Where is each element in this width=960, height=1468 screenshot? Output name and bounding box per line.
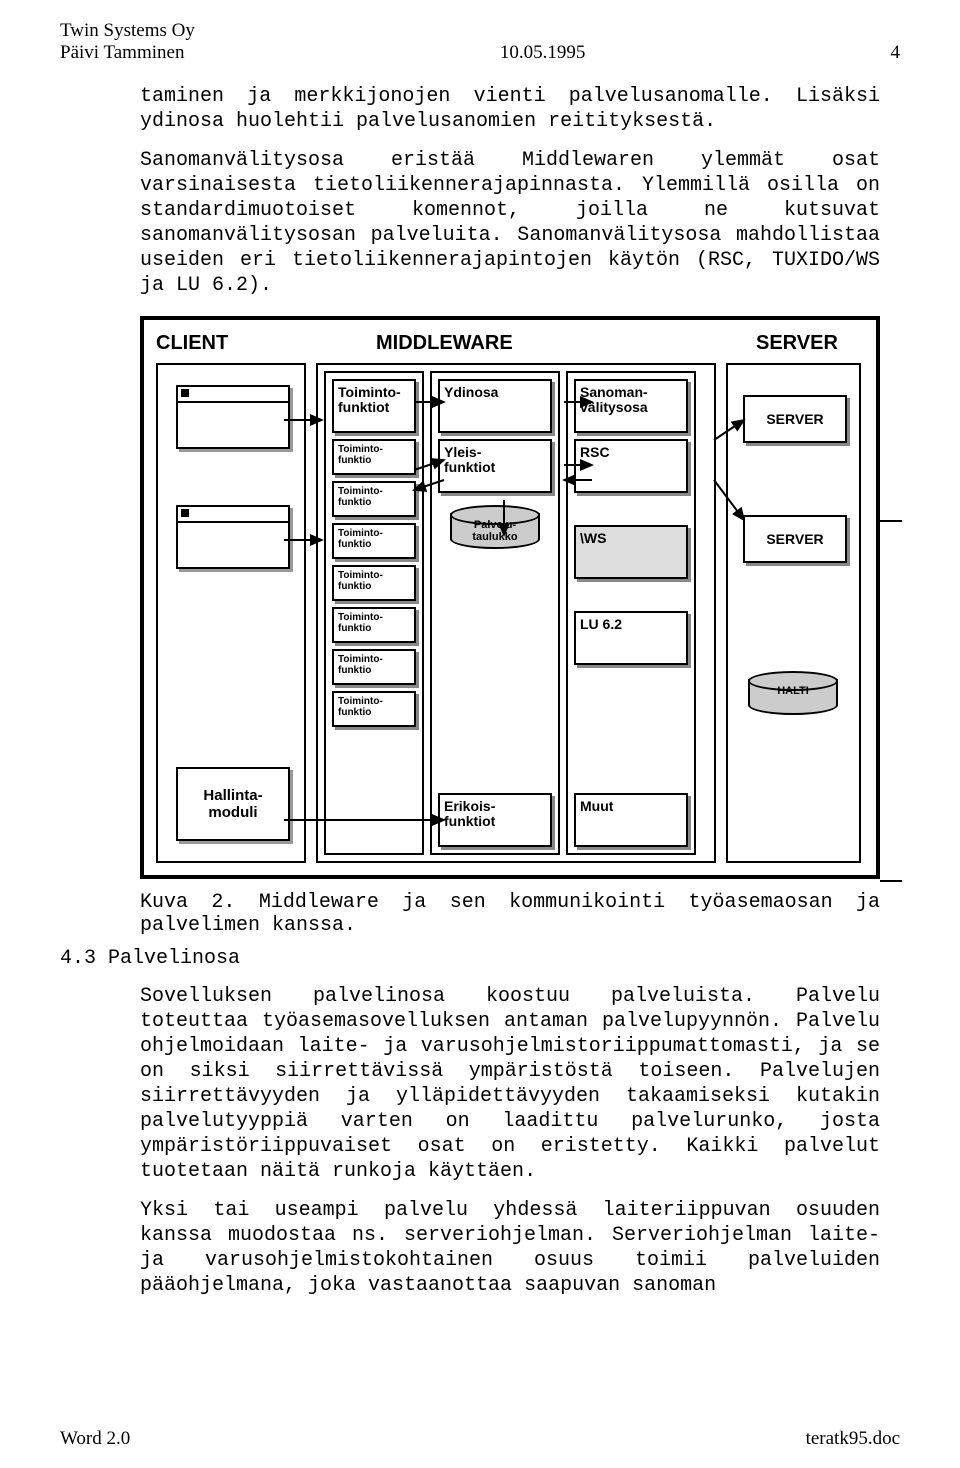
- middleware-sub-b: Ydinosa Yleis- funktiot Palvelu- taulukk…: [430, 371, 560, 855]
- client-column: Hallinta- moduli: [156, 363, 306, 863]
- page-number: 4: [890, 42, 900, 64]
- palvelutaulukko-label: Palvelu- taulukko: [450, 519, 540, 543]
- diagram-body: Hallinta- moduli Toiminto- funktiot Toim…: [156, 363, 864, 863]
- toiminto-funktio-2: Toiminto- funktio: [332, 481, 416, 517]
- lu62-box: LU 6.2: [574, 611, 688, 665]
- ydinosa-box: Ydinosa: [438, 379, 552, 433]
- toiminto-funktiot-box: Toiminto- funktiot: [332, 379, 416, 433]
- toiminto-funktio-7: Toiminto- funktio: [332, 691, 416, 727]
- paragraph-1: taminen ja merkkijonojen vienti palvelus…: [140, 84, 880, 134]
- footer-right: teratk95.doc: [806, 1428, 900, 1450]
- page: Twin Systems Oy Päivi Tamminen 10.05.199…: [0, 0, 960, 1468]
- client-window-1: [176, 385, 290, 449]
- sanomanvalitysosa-box: Sanoman- välitysosa: [574, 379, 688, 433]
- section-heading: 4.3 Palvelinosa: [60, 947, 900, 970]
- body-text-block-1: taminen ja merkkijonojen vienti palvelus…: [140, 84, 880, 298]
- architecture-diagram: CLIENT MIDDLEWARE SERVER Hallinta- modul…: [140, 316, 880, 879]
- page-header: Twin Systems Oy Päivi Tamminen 10.05.199…: [60, 20, 900, 64]
- server-box-2: SERVER: [743, 515, 847, 563]
- middleware-sub-c: Sanoman- välitysosa RSC \WS LU 6.2 Muut: [566, 371, 696, 855]
- author-name: Päivi Tamminen: [60, 42, 195, 64]
- middleware-column: Toiminto- funktiot Toiminto- funktio Toi…: [316, 363, 716, 863]
- toiminto-funktio-1: Toiminto- funktio: [332, 439, 416, 475]
- yleisfunktiot-box: Yleis- funktiot: [438, 439, 552, 493]
- toiminto-funktio-3: Toiminto- funktio: [332, 523, 416, 559]
- toiminto-funktio-5: Toiminto- funktio: [332, 607, 416, 643]
- body-text-block-2: Sovelluksen palvelinosa koostuu palvelui…: [140, 984, 880, 1298]
- palvelutaulukko-cylinder: Palvelu- taulukko: [450, 505, 540, 549]
- hallinta-moduli-box: Hallinta- moduli: [176, 767, 290, 841]
- header-date: 10.05.1995: [500, 42, 586, 64]
- middleware-sub-a: Toiminto- funktiot Toiminto- funktio Toi…: [324, 371, 424, 855]
- toiminto-funktio-6: Toiminto- funktio: [332, 649, 416, 685]
- diagram-title-server: SERVER: [756, 332, 864, 355]
- server-box-1: SERVER: [743, 395, 847, 443]
- hallinta-label-2: moduli: [208, 804, 257, 821]
- paragraph-3: Sovelluksen palvelinosa koostuu palvelui…: [140, 984, 880, 1184]
- server-column: SERVER SERVER HALTI: [726, 363, 861, 863]
- diagram-title-middleware: MIDDLEWARE: [316, 332, 756, 355]
- company-name: Twin Systems Oy: [60, 20, 195, 42]
- halti-cylinder: HALTI: [748, 671, 838, 715]
- paragraph-4: Yksi tai useampi palvelu yhdessä laiteri…: [140, 1198, 880, 1298]
- hallinta-label-1: Hallinta-: [203, 787, 262, 804]
- muut-box: Muut: [574, 793, 688, 847]
- erikoisfunktiot-box: Erikois- funktiot: [438, 793, 552, 847]
- ws-box: \WS: [574, 525, 688, 579]
- rsc-box: RSC: [574, 439, 688, 493]
- footer-left: Word 2.0: [60, 1428, 130, 1450]
- toiminto-funktio-4: Toiminto- funktio: [332, 565, 416, 601]
- figure-caption: Kuva 2. Middleware ja sen kommunikointi …: [140, 891, 880, 937]
- tick-mark-2: [880, 880, 902, 882]
- paragraph-2: Sanomanvälitysosa eristää Middlewaren yl…: [140, 148, 880, 298]
- diagram-title-client: CLIENT: [156, 332, 316, 355]
- client-window-2: [176, 505, 290, 569]
- page-footer: Word 2.0 teratk95.doc: [60, 1428, 900, 1450]
- halti-label: HALTI: [748, 685, 838, 697]
- tick-mark-1: [880, 520, 902, 522]
